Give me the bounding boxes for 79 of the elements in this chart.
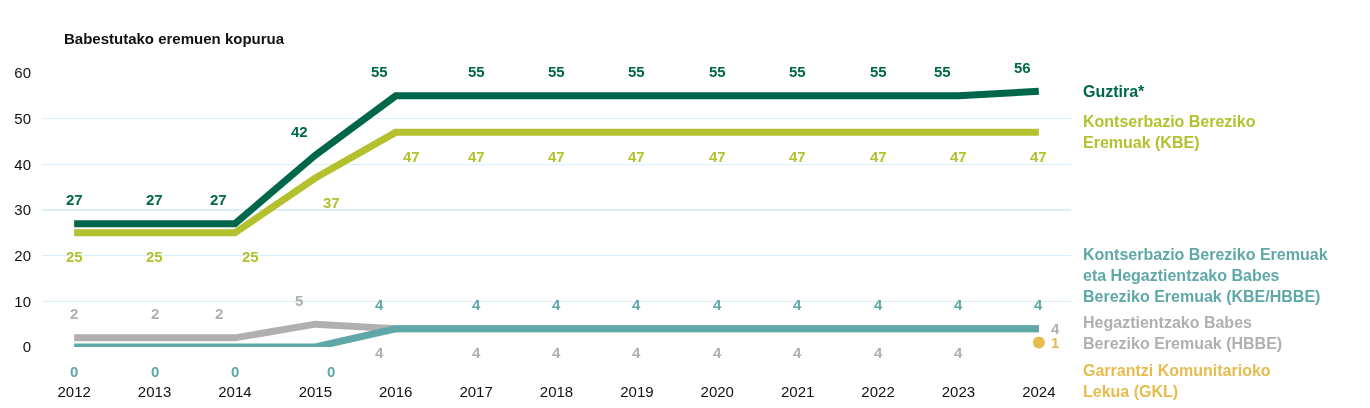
data-label: 0 bbox=[327, 363, 336, 380]
data-label: 42 bbox=[291, 123, 308, 140]
data-label: 55 bbox=[548, 63, 565, 80]
data-label: 2 bbox=[70, 305, 79, 322]
x-tick-label: 2016 bbox=[379, 383, 413, 400]
data-label: 47 bbox=[548, 148, 565, 165]
text: Guztira* bbox=[1083, 83, 1146, 100]
x-tick-label: 2014 bbox=[218, 383, 252, 400]
data-label: 47 bbox=[950, 148, 967, 165]
text: Kontserbazio Bereziko Eremuak (KBE) bbox=[1083, 113, 1256, 151]
data-label: 4 bbox=[552, 344, 561, 361]
data-label: 4 bbox=[954, 344, 963, 361]
data-label: 47 bbox=[789, 148, 806, 165]
data-label: 27 bbox=[210, 191, 227, 208]
y-tick-label: 60 bbox=[14, 64, 31, 82]
data-label: 4 bbox=[552, 296, 561, 313]
data-label: 55 bbox=[870, 63, 887, 80]
text: Garrantzi Komunitarioko Lekua (GKL) bbox=[1083, 362, 1271, 400]
data-label: 47 bbox=[709, 148, 726, 165]
data-label: 47 bbox=[403, 148, 420, 165]
x-tick-label: 2019 bbox=[620, 383, 654, 400]
y-tick-label: 0 bbox=[22, 338, 31, 356]
x-tick-label: 2013 bbox=[137, 383, 172, 400]
data-label: 47 bbox=[870, 148, 887, 165]
text: Hegaztientzako Babes Bereziko Eremuak (HBBE) bbox=[1083, 314, 1283, 352]
data-label: 4 bbox=[713, 296, 722, 313]
y-tick-label: 50 bbox=[14, 109, 31, 127]
data-label: 4 bbox=[1051, 320, 1060, 337]
x-tick-label: 2024 bbox=[1022, 383, 1056, 400]
data-label: 55 bbox=[934, 63, 951, 80]
data-label: 55 bbox=[371, 63, 388, 80]
data-label: 4 bbox=[472, 344, 481, 361]
x-tick-label: 2018 bbox=[539, 383, 574, 400]
data-label: 27 bbox=[146, 191, 163, 208]
data-label: 55 bbox=[789, 63, 806, 80]
data-label: 2 bbox=[215, 305, 224, 322]
data-label: 27 bbox=[66, 191, 83, 208]
data-label: 5 bbox=[295, 292, 304, 309]
data-label: 47 bbox=[468, 148, 485, 165]
data-label: 1 bbox=[1051, 334, 1060, 351]
text: Kontserbazio Bereziko Eremuak eta Hegaztientzako Babes Bereziko Eremuak (KBE/HBBE) bbox=[1083, 246, 1328, 305]
y-tick-label: 10 bbox=[14, 292, 31, 310]
x-tick-label: 2021 bbox=[780, 383, 815, 400]
x-tick-label: 2020 bbox=[700, 383, 734, 400]
x-tick-label: 2023 bbox=[941, 383, 976, 400]
data-label: 4 bbox=[793, 296, 802, 313]
data-label: 4 bbox=[874, 344, 883, 361]
data-label: 4 bbox=[472, 296, 481, 313]
y-tick-label: 20 bbox=[14, 246, 31, 264]
data-label: 25 bbox=[66, 248, 83, 265]
data-label: 4 bbox=[954, 296, 963, 313]
data-label: 25 bbox=[242, 248, 259, 265]
data-label: 4 bbox=[793, 344, 802, 361]
data-label: 4 bbox=[713, 344, 722, 361]
x-tick-label: 2017 bbox=[459, 383, 493, 400]
data-label: 4 bbox=[375, 344, 384, 361]
data-label: 4 bbox=[632, 296, 641, 313]
data-label: 47 bbox=[628, 148, 645, 165]
data-label: 37 bbox=[323, 194, 340, 211]
data-label: 0 bbox=[70, 363, 79, 380]
data-label: 4 bbox=[375, 296, 384, 313]
data-label: 47 bbox=[1030, 148, 1047, 165]
data-label: 0 bbox=[231, 363, 240, 380]
data-label: 4 bbox=[632, 344, 641, 361]
data-label: 55 bbox=[709, 63, 726, 80]
data-label: 55 bbox=[628, 63, 645, 80]
data-label: 25 bbox=[146, 248, 163, 265]
data-label: 55 bbox=[468, 63, 485, 80]
x-tick-label: 2012 bbox=[57, 383, 91, 400]
data-label: 56 bbox=[1014, 59, 1031, 76]
x-tick-label: 2022 bbox=[861, 383, 895, 400]
data-label: 0 bbox=[151, 363, 160, 380]
data-label: 2 bbox=[151, 305, 160, 322]
data-label: 4 bbox=[874, 296, 883, 313]
data-label: 4 bbox=[1034, 296, 1043, 313]
x-tick-label: 2015 bbox=[298, 383, 333, 400]
y-axis-title: Babestutako eremuen kopurua bbox=[64, 30, 285, 47]
y-tick-label: 40 bbox=[14, 155, 31, 173]
y-tick-label: 30 bbox=[14, 201, 31, 219]
